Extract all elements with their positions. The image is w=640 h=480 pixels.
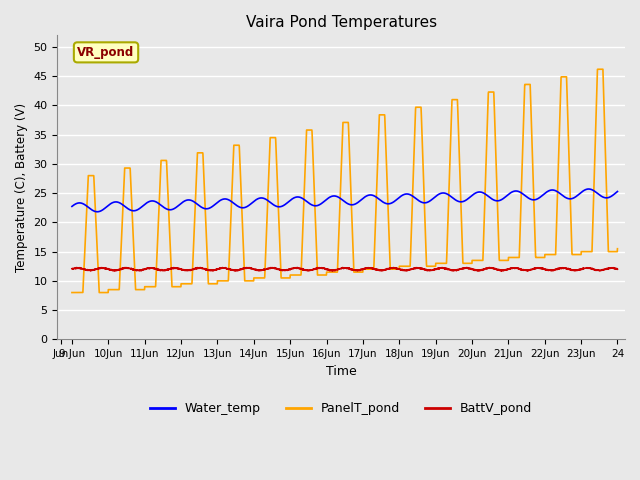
X-axis label: Time: Time [326, 365, 356, 378]
Title: Vaira Pond Temperatures: Vaira Pond Temperatures [246, 15, 436, 30]
Legend: Water_temp, PanelT_pond, BattV_pond: Water_temp, PanelT_pond, BattV_pond [145, 397, 538, 420]
Text: VR_pond: VR_pond [77, 46, 134, 59]
Y-axis label: Temperature (C), Battery (V): Temperature (C), Battery (V) [15, 103, 28, 272]
